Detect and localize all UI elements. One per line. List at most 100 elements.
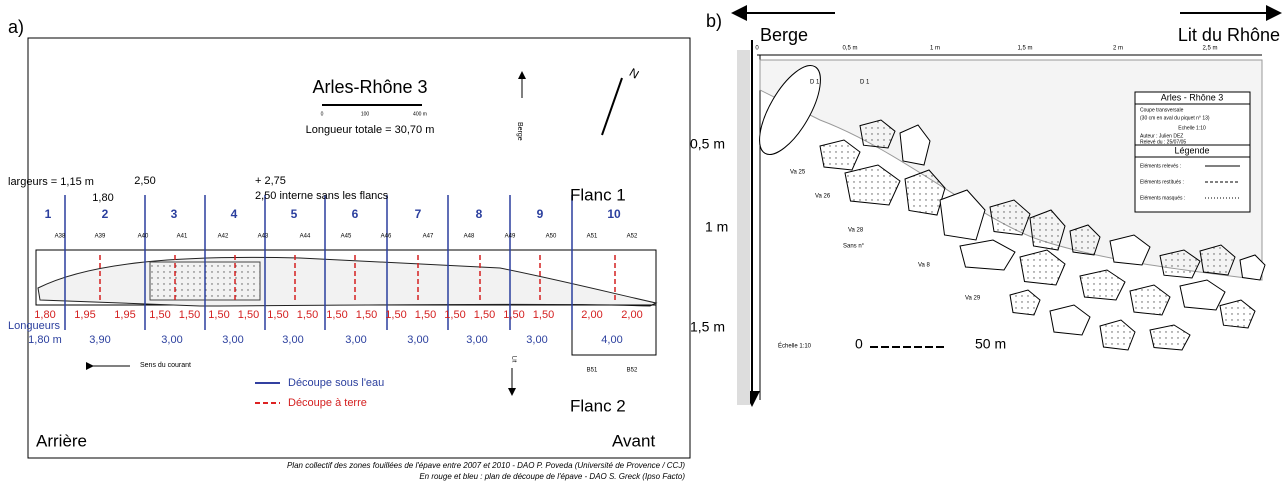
stone [1149,324,1191,351]
label: 2,50 [134,175,155,187]
label: Longueurs [8,320,60,332]
label: A51 [587,234,598,240]
label: 4,00 [601,334,622,346]
label: 3,00 [345,334,366,346]
stone [1109,234,1151,266]
stone [1019,249,1066,286]
label: A40 [138,234,149,240]
label: (30 cm en aval du piquet n° 13) [1140,115,1210,121]
label: 400 m [413,111,427,117]
frame-a [27,37,691,459]
label: 1,80 m [28,334,62,346]
label: En rouge et bleu : plan de découpe de l'… [419,472,685,481]
label: 0,5 m [842,46,857,52]
label: D 1 [810,80,820,86]
label: + 2,75 [255,175,286,187]
label: 1 [45,207,52,221]
label: 1,5 m [690,319,725,335]
label: B51 [587,368,598,374]
stone [1179,279,1226,311]
label: 3,00 [161,334,182,346]
stone [844,164,901,206]
label: 9 [537,207,544,221]
stone [819,139,861,171]
label: 3 [171,207,178,221]
stone [989,199,1031,236]
label: D 1 [860,80,870,86]
label: Découpe à terre [288,397,367,409]
label: 3,00 [407,334,428,346]
label: 1,80 [92,192,113,204]
title: Arles-Rhône 3 [312,77,427,97]
label: 5 [291,207,298,221]
label: largeurs = 1,15 m [8,176,94,188]
label: 1,50 [385,309,406,321]
label: 10 [607,207,621,221]
stone [939,189,986,241]
label: Berge [516,122,523,141]
label: 1,50 [267,309,288,321]
label: Echelle 1:10 [1178,125,1206,131]
stone [1239,254,1266,281]
label: b) [706,11,722,31]
label: 3,90 [89,334,110,346]
label: 1,50 [356,309,377,321]
label: Sens du courant [140,362,191,369]
label: 3,00 [466,334,487,346]
label: Relevé du : 25/07/05 [1140,139,1186,145]
label: Eléments restitués : [1140,179,1184,185]
label: Échelle 1:10 [778,343,812,350]
label: 0 [755,46,759,52]
label: 7 [415,207,422,221]
label: Va 29 [965,296,981,302]
label: Flanc 1 [570,185,626,204]
label: Va 25 [790,170,806,176]
label: Eléments relevés : [1140,163,1181,169]
label: 1 m [705,219,728,235]
label: Arles - Rhône 3 [1161,92,1224,102]
label: 1,50 [326,309,347,321]
label: A38 [55,234,66,240]
label: Coupe transversale [1140,107,1184,113]
hull [37,256,658,307]
label: A39 [95,234,106,240]
label: A48 [464,234,475,240]
stone [859,119,896,149]
label: a) [8,17,24,37]
ruler [737,50,750,405]
label: Va 8 [918,263,931,269]
stone [1199,244,1236,276]
label: 1,50 [238,309,259,321]
label: 0,5 m [690,136,725,152]
label: Auteur : Julien DEZ [1140,133,1183,139]
label: 3,00 [526,334,547,346]
label: Lit [510,356,516,363]
label: 1 m [930,46,940,52]
label: 2,50 interne sans les flancs [255,190,389,202]
label: 6 [352,207,359,221]
label: Va 28 [848,228,864,234]
label: A49 [505,234,516,240]
label: 1,50 [474,309,495,321]
label: A41 [177,234,188,240]
stone [1099,319,1136,351]
label: A43 [258,234,269,240]
label: Va 26 [815,194,831,200]
label: Sans n° [843,244,865,250]
label: A47 [423,234,434,240]
label: 1,50 [503,309,524,321]
label: Légende [1174,145,1209,155]
label: 4 [231,207,238,221]
label: Berge [760,25,808,45]
label: 0 [855,336,863,352]
label: 1,80 [34,309,55,321]
label: A46 [381,234,392,240]
north-arrow [601,77,623,136]
stone [1079,269,1126,301]
label: A52 [627,234,638,240]
label: A42 [218,234,229,240]
stone [1129,284,1171,316]
label: A44 [300,234,311,240]
label: 100 [361,111,370,117]
